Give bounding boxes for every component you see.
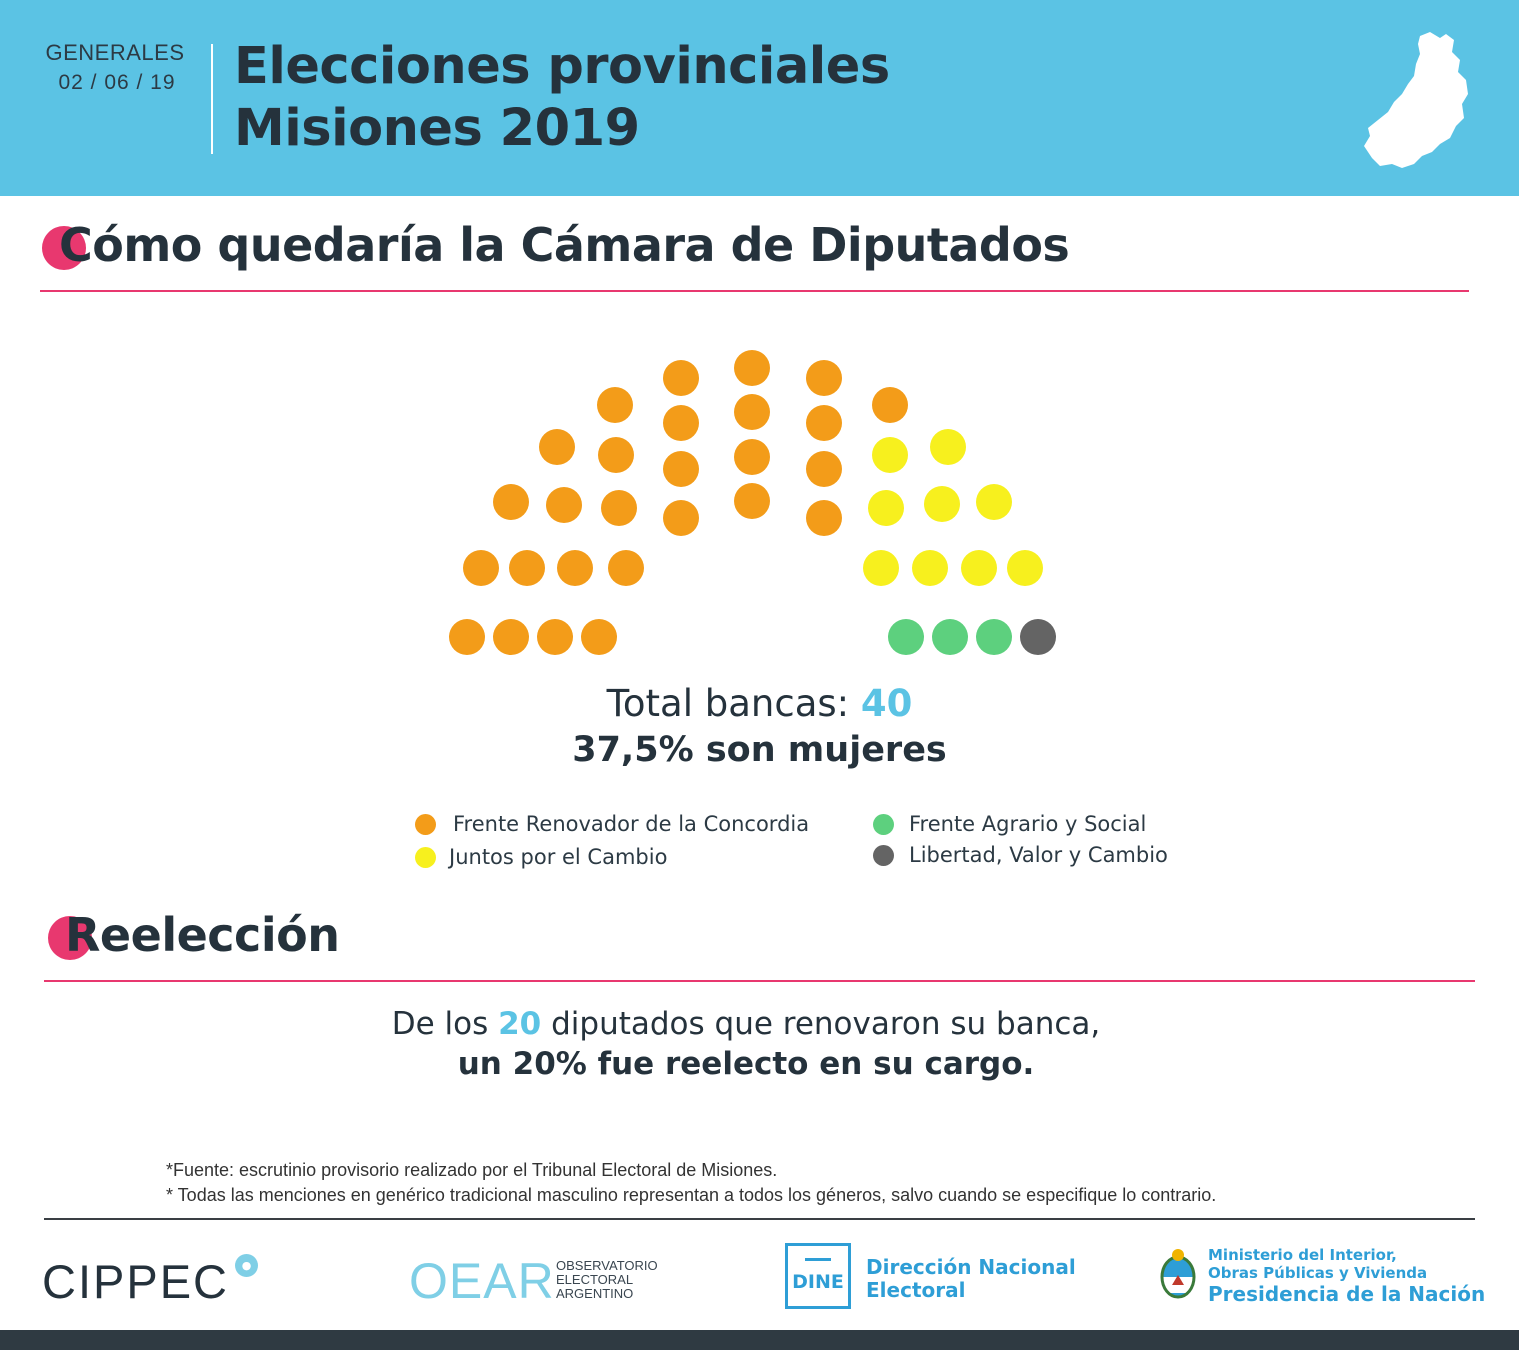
cippec-badge-icon: ● bbox=[235, 1254, 258, 1277]
section-divider bbox=[40, 290, 1469, 292]
seat-dot bbox=[976, 484, 1012, 520]
seat-dot bbox=[539, 429, 575, 465]
seat-hemicycle bbox=[449, 350, 1056, 655]
legend-item-libertad-valor: Libertad, Valor y Cambio bbox=[909, 843, 1168, 867]
footer-bar bbox=[0, 1330, 1519, 1350]
women-share: 37,5% son mujeres bbox=[572, 730, 947, 770]
oear-logo: OEAR bbox=[409, 1253, 555, 1309]
seat-dot bbox=[493, 484, 529, 520]
seat-dot bbox=[932, 619, 968, 655]
seat-dot bbox=[557, 550, 593, 586]
seat-dot bbox=[888, 619, 924, 655]
page-title-line2: Misiones 2019 bbox=[234, 99, 640, 158]
seat-dot bbox=[734, 439, 770, 475]
ministry-logo-text: Ministerio del Interior, Obras Públicas … bbox=[1208, 1246, 1486, 1306]
legend-item-juntos-por-el-cambio: Juntos por el Cambio bbox=[449, 845, 668, 869]
seat-dot bbox=[608, 550, 644, 586]
seat-dot bbox=[806, 405, 842, 441]
renewed-seats-count: 20 bbox=[498, 1006, 542, 1042]
seat-dot bbox=[1007, 550, 1043, 586]
header-divider bbox=[211, 44, 213, 154]
section-bullet-icon bbox=[48, 916, 92, 960]
seat-dot bbox=[598, 437, 634, 473]
reelection-line1: De los 20 diputados que renovaron su ban… bbox=[391, 1006, 1101, 1042]
page-title: Elecciones provinciales Misiones 2019 bbox=[234, 36, 890, 160]
legend-item-frente-renovador: Frente Renovador de la Concordia bbox=[453, 812, 810, 836]
total-seats: Total bancas: 40 bbox=[606, 682, 913, 725]
legend-dot-frente-agrario bbox=[873, 814, 894, 835]
page-title-line1: Elecciones provinciales bbox=[234, 37, 890, 96]
seat-dot bbox=[663, 500, 699, 536]
header-banner: GENERALES 02 / 06 / 19 Elecciones provin… bbox=[0, 0, 1519, 196]
dine-logo-text: Dirección Nacional Electoral bbox=[866, 1255, 1076, 1302]
seat-dot bbox=[961, 550, 997, 586]
national-coat-of-arms-icon bbox=[1160, 1249, 1196, 1299]
election-date: 02 / 06 / 19 bbox=[58, 71, 176, 94]
seat-dot bbox=[463, 550, 499, 586]
seat-dot bbox=[546, 487, 582, 523]
seat-dot bbox=[930, 429, 966, 465]
reelection-line2: un 20% fue reelecto en su cargo. bbox=[457, 1046, 1035, 1082]
seat-dot bbox=[449, 619, 485, 655]
seat-dot bbox=[493, 619, 529, 655]
reelection-section-title: Reelección bbox=[48, 908, 340, 962]
cippec-logo: CIPPEC bbox=[42, 1255, 229, 1308]
seat-dot bbox=[976, 619, 1012, 655]
section-divider bbox=[44, 980, 1475, 982]
seat-dot bbox=[1020, 619, 1056, 655]
seat-dot bbox=[872, 437, 908, 473]
dine-logo: DINE bbox=[785, 1243, 851, 1309]
seat-dot bbox=[912, 550, 948, 586]
section-bullet-icon bbox=[42, 226, 86, 270]
legend-item-frente-agrario: Frente Agrario y Social bbox=[909, 812, 1147, 836]
seat-dot bbox=[537, 619, 573, 655]
seat-dot bbox=[663, 451, 699, 487]
footer-divider bbox=[44, 1218, 1475, 1220]
election-type: GENERALES bbox=[45, 40, 185, 65]
seat-dot bbox=[601, 490, 637, 526]
oear-logo-subtitle: OBSERVATORIO ELECTORAL ARGENTINO bbox=[556, 1258, 658, 1301]
source-note: *Fuente: escrutinio provisorio realizado… bbox=[166, 1160, 778, 1180]
gender-note: * Todas las menciones en genérico tradic… bbox=[166, 1185, 1217, 1205]
chamber-section-title: Cómo quedaría la Cámara de Diputados bbox=[42, 218, 1070, 272]
seat-dot bbox=[806, 360, 842, 396]
seat-dot bbox=[868, 490, 904, 526]
legend-dot-libertad-valor bbox=[873, 845, 894, 866]
seat-dot bbox=[872, 387, 908, 423]
seat-dot bbox=[924, 486, 960, 522]
legend-dot-juntos-por-el-cambio bbox=[415, 847, 436, 868]
seat-dot bbox=[581, 619, 617, 655]
seat-dot bbox=[509, 550, 545, 586]
seat-dot bbox=[863, 550, 899, 586]
misiones-map-icon bbox=[1364, 32, 1468, 168]
seat-dot bbox=[597, 387, 633, 423]
seat-dot bbox=[734, 350, 770, 386]
seat-dot bbox=[806, 500, 842, 536]
legend-dot-frente-renovador bbox=[415, 814, 436, 835]
seat-dot bbox=[663, 405, 699, 441]
seat-dot bbox=[663, 360, 699, 396]
seat-dot bbox=[734, 394, 770, 430]
seat-dot bbox=[806, 451, 842, 487]
seat-dot bbox=[734, 483, 770, 519]
total-seats-value: 40 bbox=[860, 682, 913, 725]
